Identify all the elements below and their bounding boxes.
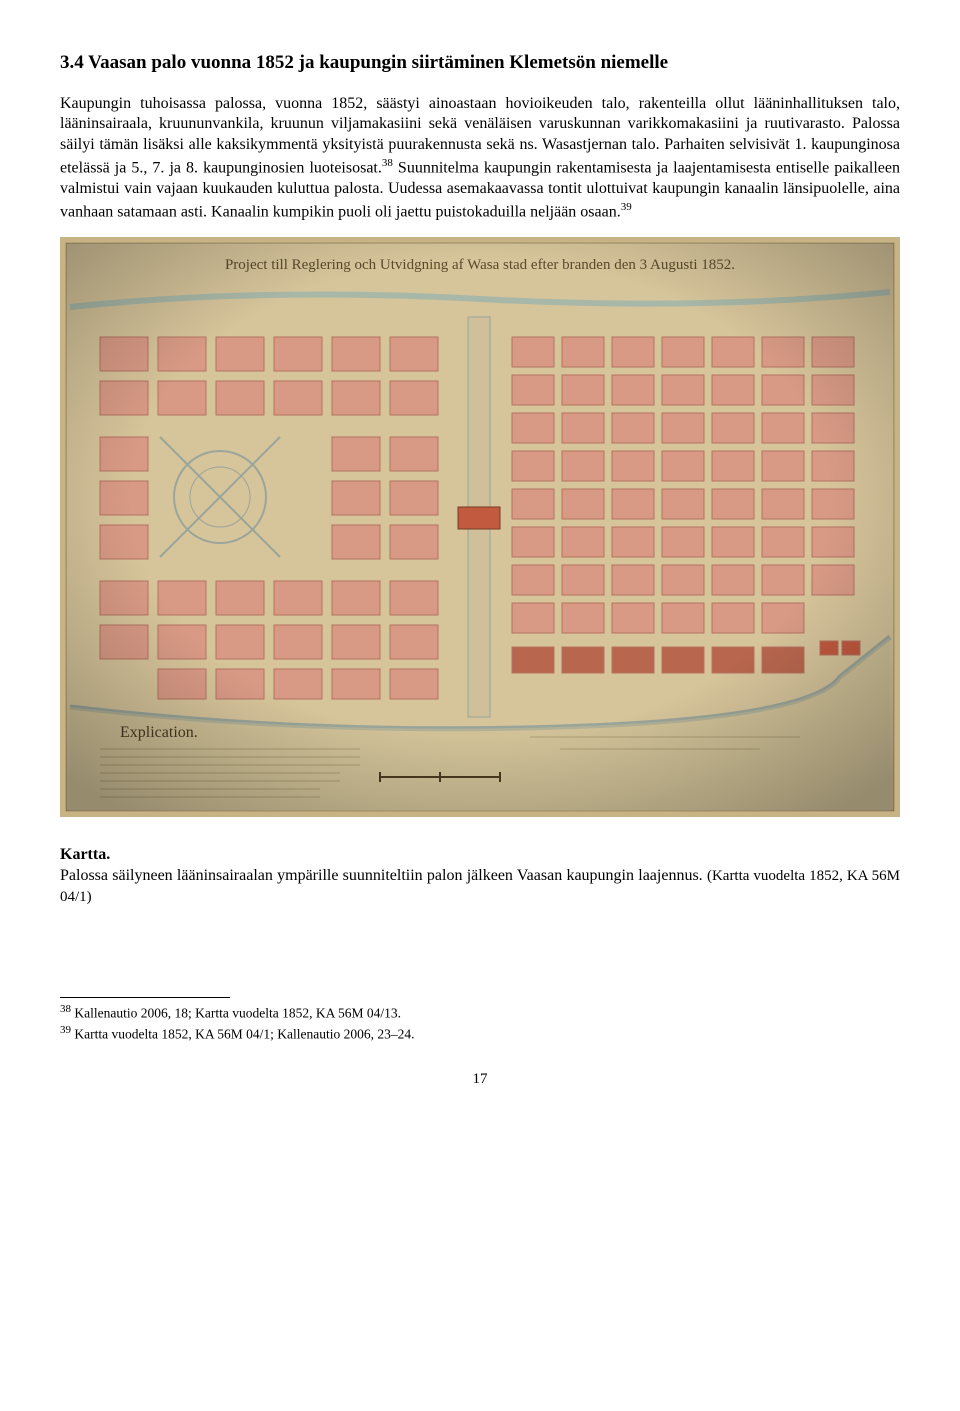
footnote-39-text: Kartta vuodelta 1852, KA 56M 04/1; Kalle… [74,1027,414,1042]
footnote-ref-38: 38 [382,157,393,169]
page-number: 17 [60,1070,900,1090]
plan-map-svg: Project till Reglering och Utvidgning af… [60,237,900,817]
footnotes: 38 Kallenautio 2006, 18; Kartta vuodelta… [60,1002,900,1043]
body-paragraph: Kaupungin tuhoisassa palossa, vuonna 185… [60,94,900,223]
footnote-39: 39 Kartta vuodelta 1852, KA 56M 04/1; Ka… [60,1023,900,1044]
section-heading: 3.4 Vaasan palo vuonna 1852 ja kaupungin… [60,50,900,76]
caption-title: Kartta. [60,846,110,863]
historic-map-figure: Project till Reglering och Utvidgning af… [60,237,900,817]
footnote-separator [60,997,230,998]
figure-caption: Kartta. Palossa säilyneen lääninsairaala… [60,845,900,907]
footnote-38: 38 Kallenautio 2006, 18; Kartta vuodelta… [60,1002,900,1023]
caption-body: Palossa säilyneen lääninsairaalan ympäri… [60,867,703,884]
footnote-38-text: Kallenautio 2006, 18; Kartta vuodelta 18… [74,1006,401,1021]
footnote-ref-39: 39 [621,201,632,213]
